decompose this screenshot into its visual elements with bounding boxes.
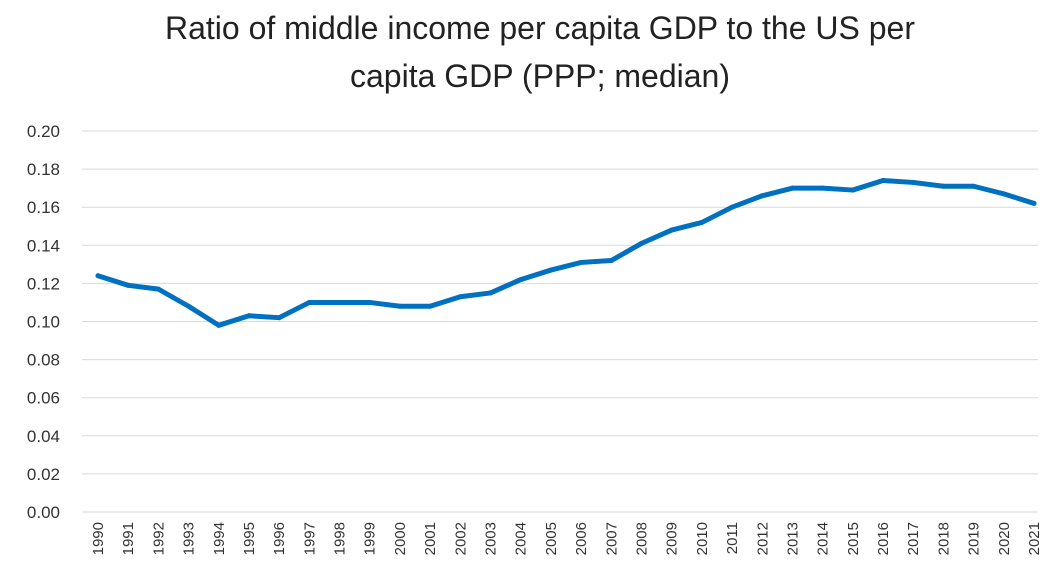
y-tick-label: 0.14 <box>27 236 60 255</box>
x-tick-label: 2010 <box>694 522 711 555</box>
x-tick-label: 2008 <box>633 522 650 555</box>
x-tick-label: 2004 <box>513 522 530 555</box>
x-tick-label: 1996 <box>271 522 288 555</box>
x-tick-label: 2014 <box>815 522 832 555</box>
x-tick-label: 1999 <box>362 522 379 555</box>
data-point <box>669 228 674 233</box>
data-point <box>458 294 463 299</box>
y-tick-label: 0.20 <box>27 122 60 141</box>
series-line <box>98 181 1034 326</box>
series-layer <box>96 178 1037 328</box>
y-tick-label: 0.16 <box>27 198 60 217</box>
x-tick-label: 2000 <box>392 522 409 555</box>
y-tick-label: 0.18 <box>27 160 60 179</box>
x-tick-label: 1990 <box>90 522 107 555</box>
data-point <box>337 300 342 305</box>
y-axis-tick-labels: 0.00 0.02 0.04 0.06 0.08 0.10 0.12 0.14 0.16 0.18… <box>27 122 60 522</box>
x-tick-label: 1998 <box>332 522 349 555</box>
x-tick-label: 2021 <box>1026 522 1043 555</box>
x-tick-label: 1997 <box>301 522 318 555</box>
x-tick-label: 1995 <box>241 522 258 555</box>
data-point <box>126 283 131 288</box>
data-point <box>941 184 946 189</box>
x-tick-label: 2011 <box>724 522 741 554</box>
data-point <box>699 220 704 225</box>
y-tick-label: 0.04 <box>27 427 60 446</box>
data-point <box>307 300 312 305</box>
data-point <box>488 290 493 295</box>
x-tick-label: 2018 <box>935 522 952 555</box>
data-point <box>850 188 855 193</box>
x-tick-label: 2006 <box>573 522 590 555</box>
data-point <box>156 287 161 292</box>
x-tick-label: 1993 <box>181 522 198 555</box>
x-tick-label: 2003 <box>483 522 500 555</box>
data-point <box>96 273 101 278</box>
data-point <box>971 184 976 189</box>
x-tick-label: 2017 <box>905 522 922 555</box>
x-tick-label: 2016 <box>875 522 892 555</box>
data-point <box>790 186 795 191</box>
data-point <box>579 260 584 265</box>
data-point <box>246 313 251 318</box>
data-point <box>428 304 433 309</box>
data-point <box>397 304 402 309</box>
data-point <box>911 180 916 185</box>
x-tick-label: 2015 <box>845 522 862 555</box>
x-axis-tick-labels: 1990 1991 1992 1993 1994 1995 1996 1997 1998 1999… <box>90 522 1043 555</box>
x-tick-label: 2009 <box>664 522 681 555</box>
y-tick-label: 0.12 <box>27 274 60 293</box>
data-point <box>760 193 765 198</box>
data-point <box>881 178 886 183</box>
x-tick-label: 2001 <box>422 522 439 555</box>
x-tick-label: 1992 <box>150 522 167 555</box>
data-point <box>1001 191 1006 196</box>
y-tick-label: 0.02 <box>27 465 60 484</box>
x-tick-label: 2020 <box>996 522 1013 555</box>
y-tick-label: 0.08 <box>27 351 60 370</box>
data-point <box>548 268 553 273</box>
data-point <box>730 205 735 210</box>
data-point <box>820 186 825 191</box>
x-tick-label: 2002 <box>452 522 469 555</box>
data-point <box>186 304 191 309</box>
x-tick-label: 2007 <box>603 522 620 555</box>
x-tick-label: 2019 <box>966 522 983 555</box>
data-point <box>1032 201 1037 206</box>
x-tick-label: 2005 <box>543 522 560 555</box>
y-tick-label: 0.06 <box>27 389 60 408</box>
x-tick-label: 1994 <box>211 522 228 555</box>
x-tick-label: 2013 <box>784 522 801 555</box>
data-point <box>639 241 644 246</box>
x-tick-label: 1991 <box>120 522 137 555</box>
y-tick-label: 0.10 <box>27 313 60 332</box>
data-point <box>277 315 282 320</box>
y-tick-label: 0.00 <box>27 503 60 522</box>
data-point <box>609 258 614 263</box>
data-point <box>216 323 221 328</box>
data-point <box>367 300 372 305</box>
x-tick-label: 2012 <box>754 522 771 555</box>
data-point <box>518 277 523 282</box>
